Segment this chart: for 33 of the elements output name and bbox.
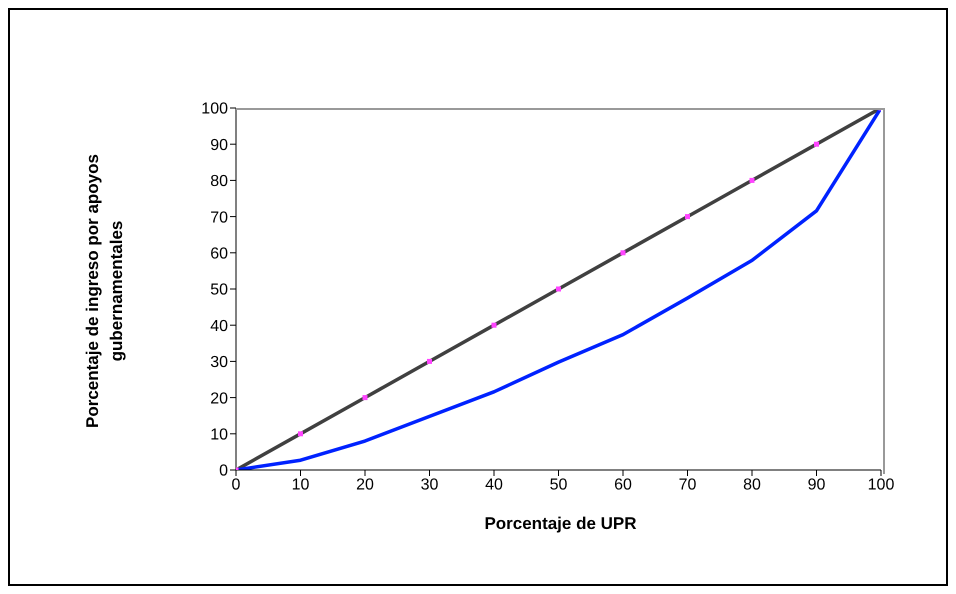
y-tick-label: 50: [210, 282, 228, 299]
x-tick-label: 70: [678, 476, 696, 494]
x-tick-label: 30: [420, 476, 438, 494]
x-tick-label: 50: [550, 476, 568, 494]
point: [620, 250, 626, 256]
y-axis-title: Porcentaje de ingreso por apoyos gubernamentales: [82, 153, 127, 430]
x-tick-label: 40: [485, 476, 503, 494]
y-tick-label: 10: [210, 426, 228, 444]
x-tick-label: 0: [232, 476, 241, 494]
point: [556, 286, 561, 292]
point: [750, 178, 754, 183]
x-tick-label: 90: [808, 476, 826, 494]
point: [685, 214, 690, 220]
y-tick-label: 40: [210, 318, 228, 335]
point: [427, 358, 432, 364]
y-tick-label: 90: [210, 136, 228, 154]
y-tick-label: 80: [210, 173, 228, 190]
y-tick-label: 0: [219, 462, 228, 480]
y-tick-label: 20: [210, 390, 228, 408]
x-tick-label: 20: [356, 476, 374, 494]
x-tick-label: 80: [743, 476, 761, 494]
x-axis-title: Porcentaje de UPR: [483, 514, 638, 534]
y-tick-label: 100: [201, 100, 228, 118]
point: [492, 322, 496, 328]
point: [814, 142, 819, 147]
y-tick-label: 70: [210, 209, 228, 226]
point: [298, 431, 303, 436]
y-tick-label: 30: [210, 354, 228, 372]
x-tick-label: 100: [868, 476, 894, 494]
x-tick-label: 10: [292, 476, 310, 494]
y-tick-label: 60: [210, 245, 228, 262]
point: [362, 395, 368, 400]
x-tick-label: 60: [614, 476, 632, 494]
